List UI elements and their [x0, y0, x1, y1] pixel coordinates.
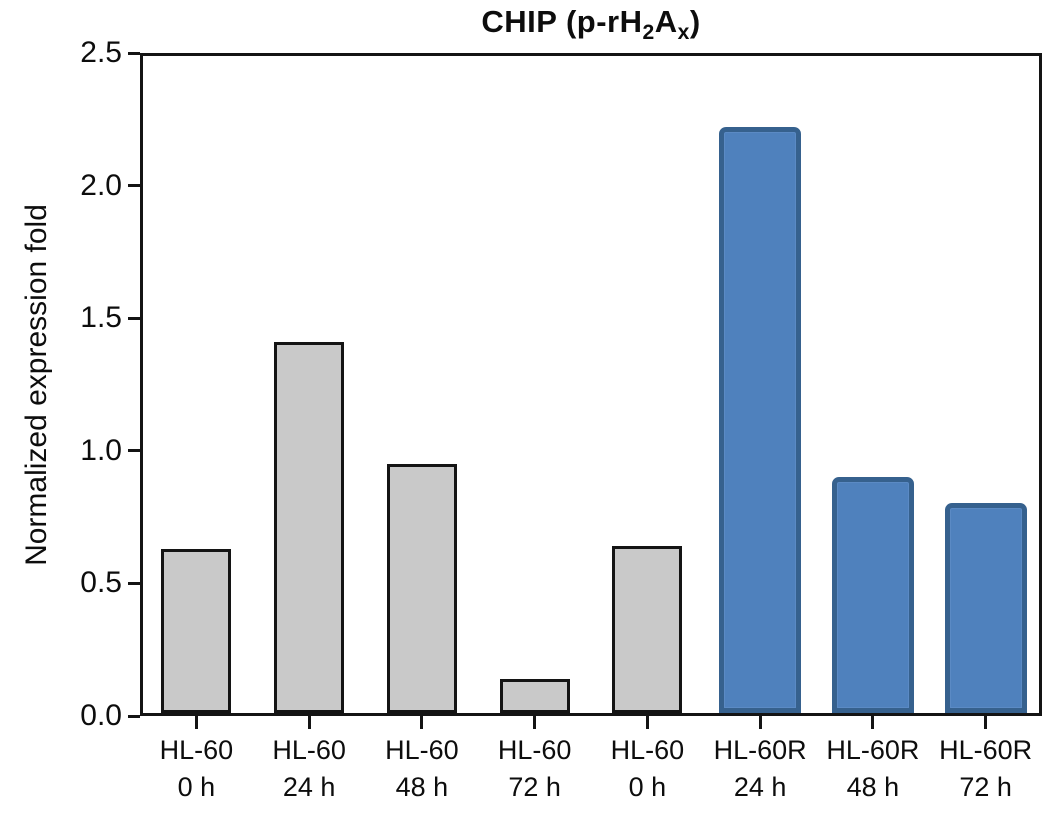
y-tick-mark [128, 714, 140, 718]
x-tick-label: HL-60 48 h [364, 732, 480, 806]
x-label-cell-line: HL-60 [497, 735, 572, 765]
x-label-timepoint: 0 h [628, 772, 667, 802]
x-label-cell-line: HL-60 [385, 735, 459, 765]
title-segment: ) [689, 4, 701, 39]
x-label-timepoint: 72 h [508, 772, 561, 802]
y-tick-label: 0.5 [80, 566, 122, 600]
y-tick-mark [128, 51, 140, 55]
x-label-cell-line: HL-60R [939, 735, 1033, 765]
x-tick-label: HL-60R 24 h [702, 732, 818, 806]
y-tick-mark [128, 184, 140, 188]
y-axis-title: Normalized expression fold [20, 204, 53, 566]
x-tick-mark [984, 716, 988, 729]
y-tick-label: 0.0 [80, 699, 122, 732]
y-tick-label: 2.5 [80, 36, 122, 69]
y-tick-label: 1.5 [80, 301, 122, 335]
bar-hl-60-0h [612, 546, 683, 713]
bar-hl-60r-72h [944, 503, 1027, 713]
title-segment: A [654, 4, 678, 39]
x-tick-label: HL-60 0 h [589, 732, 705, 806]
x-label-cell-line: HL-60R [826, 735, 920, 765]
bar-hl-60-24h [274, 342, 345, 713]
x-tick-label: HL-60 72 h [477, 732, 593, 806]
x-tick-mark [758, 716, 762, 729]
x-tick-mark [307, 716, 311, 729]
x-label-timepoint: 48 h [846, 772, 900, 802]
x-label-timepoint: 24 h [282, 772, 336, 802]
y-tick-label: 1.0 [80, 433, 122, 467]
plot-area [140, 53, 1042, 716]
x-tick-mark [871, 716, 875, 729]
x-label-cell-line: HL-60 [272, 735, 346, 765]
bar-hl-60r-48h [831, 477, 914, 713]
x-tick-label: HL-60R 72 h [928, 732, 1044, 806]
bar-hl-60-0h [161, 549, 232, 713]
y-tick-mark [128, 449, 140, 453]
bar-hl-60r-24h [719, 127, 802, 713]
x-label-cell-line: HL-60 [610, 735, 685, 765]
title-subscript: x [677, 20, 690, 44]
bar-hl-60-48h [386, 464, 457, 713]
x-tick-mark [533, 716, 537, 729]
chart-title: CHIP (p-rH2Ax) [140, 4, 1042, 44]
x-tick-label: HL-60 0 h [138, 732, 254, 806]
x-label-timepoint: 48 h [395, 772, 449, 802]
x-label-cell-line: HL-60 [159, 735, 234, 765]
x-label-timepoint: 72 h [959, 772, 1012, 802]
x-tick-label: HL-60 24 h [251, 732, 367, 806]
y-tick-mark [128, 581, 140, 585]
y-tick-mark [128, 316, 140, 320]
title-subscript: 2 [642, 20, 655, 44]
bar-hl-60-72h [499, 679, 570, 713]
x-tick-mark [194, 716, 198, 729]
x-tick-mark [420, 716, 424, 729]
y-tick-label: 2.0 [80, 168, 122, 202]
x-label-timepoint: 24 h [733, 772, 787, 802]
x-label-timepoint: 0 h [177, 772, 216, 802]
x-tick-mark [645, 716, 649, 729]
x-tick-label: HL-60R 48 h [815, 732, 931, 806]
x-label-cell-line: HL-60R [713, 735, 807, 765]
title-segment: CHIP (p-rH [481, 4, 643, 39]
